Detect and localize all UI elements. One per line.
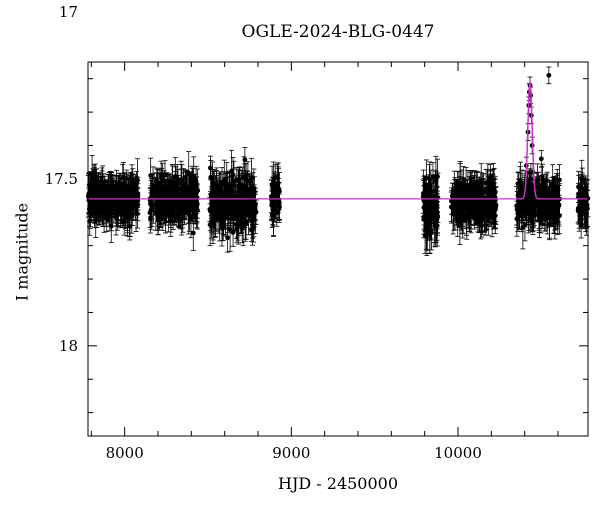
data-point [101,208,107,214]
data-point [229,168,234,174]
data-point [116,186,122,192]
data-point [433,193,439,199]
data-point [208,220,214,226]
data-point [220,205,226,211]
data-point [425,201,430,207]
data-point [167,194,173,199]
data-point [242,210,248,216]
data-point [192,203,198,208]
data-point [211,190,217,196]
data-point [186,205,192,211]
data-point [208,174,214,180]
data-point [483,206,489,212]
data-point [490,201,496,207]
data-point [215,190,221,196]
data-point [432,188,438,194]
data-point [231,179,237,185]
data-point [176,209,182,215]
x-axis-label: HJD - 2450000 [277,474,399,493]
data-point [467,186,473,192]
data-point [154,190,159,195]
data-point [225,235,231,241]
data-point [222,210,228,216]
data-point [128,190,134,196]
data-point [238,184,244,190]
data-point [223,184,229,190]
data-point [464,215,470,221]
data-point [162,188,168,194]
data-point [191,195,197,201]
data-point [434,223,440,229]
data-point [186,170,192,176]
data-point [461,199,467,205]
data-point [172,188,178,194]
data-point [234,226,240,232]
data-point [423,175,429,181]
data-point [239,218,244,224]
data-point [491,192,496,198]
data-point [460,183,466,189]
data-point [460,212,466,217]
chart-title: OGLE-2024-BLG-0447 [241,22,435,42]
data-point [479,199,485,204]
data-point [115,201,121,207]
data-point [234,221,239,227]
data-point [248,206,254,212]
data-point [476,202,482,207]
data-point [111,201,117,206]
data-point [493,205,498,211]
data-point [217,211,223,216]
data-point [190,230,196,236]
data-point [453,191,459,197]
data-point [422,191,428,196]
data-point [98,193,103,199]
data-point [101,194,107,200]
data-point [93,185,98,191]
data-point [170,199,175,204]
data-point [227,201,233,207]
data-point [178,177,184,182]
data-point [276,201,282,207]
data-point [230,230,236,235]
data-point [272,175,278,181]
data-point [133,193,139,199]
data-point [94,204,100,209]
data-point [475,209,481,215]
data-point [148,173,154,178]
data-point [251,225,256,231]
data-point [120,184,126,190]
data-point [165,212,171,218]
data-point [107,188,113,194]
data-point [216,185,222,191]
data-points [85,66,591,257]
data-point [86,191,92,197]
data-point [472,189,477,195]
data-point [251,203,257,209]
data-point [239,225,245,231]
data-point [106,204,112,210]
data-point [149,194,155,200]
data-point [248,201,253,206]
data-point [455,217,461,223]
data-point [90,193,96,199]
data-point [193,179,199,185]
data-point [242,176,248,181]
data-point [134,186,139,192]
data-point [121,206,127,211]
data-point [269,182,275,188]
data-point [426,197,431,203]
data-point [271,212,277,218]
data-point [123,200,129,206]
data-point [452,195,458,201]
